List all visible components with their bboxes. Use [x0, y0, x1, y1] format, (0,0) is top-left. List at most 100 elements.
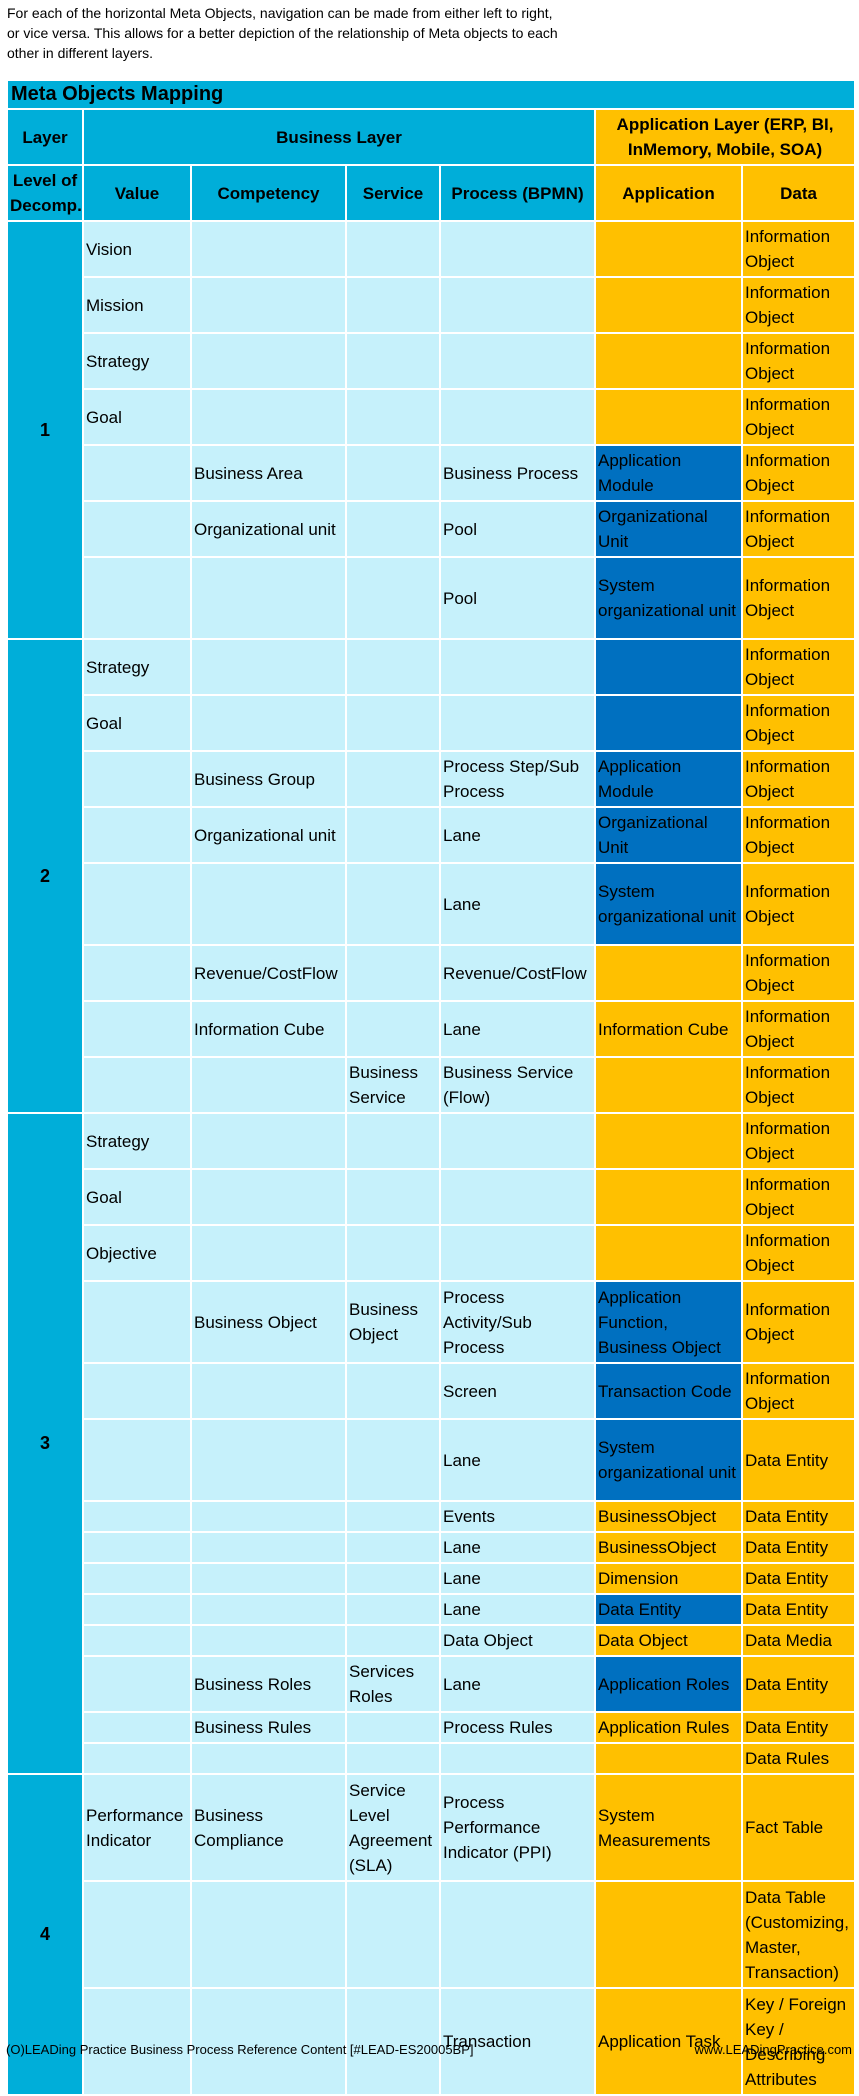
- process-cell: Revenue/CostFlow: [439, 944, 596, 1002]
- application-cell: [594, 694, 743, 752]
- service-cell: [345, 862, 441, 946]
- competency-cell: [190, 1562, 347, 1595]
- application-cell: [594, 388, 743, 446]
- process-cell: Screen: [439, 1362, 596, 1420]
- header-row-layers: Layer Business Layer Application Layer (…: [6, 108, 857, 166]
- meta-objects-table-wrapper: Meta Objects Mapping Layer Business Laye…: [5, 79, 857, 2096]
- competency-cell: [190, 862, 347, 946]
- data-cell: Information Object: [740, 944, 857, 1002]
- value-cell: Goal: [82, 694, 192, 752]
- competency-cell: Business Object: [190, 1280, 347, 1364]
- competency-cell: Business Group: [190, 750, 347, 808]
- table-row: Lane System organizational unit Informatio…: [7, 862, 857, 946]
- service-cell: Services Roles: [345, 1655, 441, 1713]
- service-cell: [345, 388, 441, 446]
- process-cell: [439, 276, 596, 334]
- data-cell: Information Object: [740, 1056, 857, 1114]
- table-row: Business Group Process Step/Sub Process Ap…: [7, 750, 857, 808]
- service-cell: [345, 444, 441, 502]
- data-cell: Information Object: [740, 556, 857, 640]
- competency-cell: [190, 1168, 347, 1226]
- data-cell: Information Object: [740, 444, 857, 502]
- competency-cell: [190, 556, 347, 640]
- process-cell: Business Service (Flow): [439, 1056, 596, 1114]
- process-cell: [439, 638, 596, 696]
- data-cell: Information Object: [740, 806, 857, 864]
- value-cell: [82, 1280, 192, 1364]
- header-application: Application: [594, 164, 743, 222]
- process-cell: [439, 1224, 596, 1282]
- table-row: Business Rules Process Rules Application R…: [7, 1711, 857, 1744]
- application-cell: [594, 332, 743, 390]
- service-cell: [345, 1742, 441, 1775]
- value-cell: [82, 1000, 192, 1058]
- competency-cell: [190, 276, 347, 334]
- data-cell: Data Entity: [740, 1531, 857, 1564]
- process-cell: Process Performance Indicator (PPI): [439, 1773, 596, 1882]
- application-cell: Application Roles: [594, 1655, 743, 1713]
- header-row-columns: Level of Decomp. Value Competency Servic…: [6, 164, 857, 222]
- process-cell: Lane: [439, 1562, 596, 1595]
- value-cell: Objective: [82, 1224, 192, 1282]
- value-cell: Vision: [82, 220, 192, 278]
- application-cell: Application Rules: [594, 1711, 743, 1744]
- table-row: Lane BusinessObject Data Entity: [7, 1531, 857, 1564]
- process-cell: Lane: [439, 1593, 596, 1626]
- data-cell: Information Object: [740, 220, 857, 278]
- data-cell: Information Object: [740, 276, 857, 334]
- table-row: Objective Information Object: [7, 1224, 857, 1282]
- layer-cell: 3: [6, 1112, 84, 1775]
- data-cell: Data Entity: [740, 1562, 857, 1595]
- data-cell: Information Object: [740, 638, 857, 696]
- competency-cell: [190, 1112, 347, 1170]
- service-cell: [345, 1711, 441, 1744]
- competency-cell: Business Roles: [190, 1655, 347, 1713]
- competency-cell: [190, 1531, 347, 1564]
- application-cell: System Measurements: [594, 1773, 743, 1882]
- process-cell: [439, 1742, 596, 1775]
- application-cell: Data Object: [594, 1624, 743, 1657]
- competency-cell: Revenue/CostFlow: [190, 944, 347, 1002]
- service-cell: [345, 1593, 441, 1626]
- header-business-layer: Business Layer: [82, 108, 596, 166]
- data-cell: Information Object: [740, 694, 857, 752]
- process-cell: Events: [439, 1500, 596, 1533]
- service-cell: [345, 694, 441, 752]
- footer: (O)LEADing Practice Business Process Ref…: [6, 2042, 854, 2058]
- table-title: Meta Objects Mapping: [5, 79, 857, 110]
- footer-website-link[interactable]: www.LEADingPractice.com: [694, 2042, 853, 2057]
- value-cell: [82, 1418, 192, 1502]
- application-cell: Data Entity: [594, 1593, 743, 1626]
- data-cell: Information Object: [740, 1280, 857, 1364]
- value-cell: [82, 1362, 192, 1420]
- table-row: 2 Strategy Information Object: [6, 638, 857, 1114]
- application-cell: [594, 1056, 743, 1114]
- value-cell: Mission: [82, 276, 192, 334]
- service-cell: [345, 1624, 441, 1657]
- application-cell: [594, 944, 743, 1002]
- value-cell: [82, 750, 192, 808]
- header-value: Value: [82, 164, 192, 222]
- table-row: Lane Data Entity Data Entity: [7, 1593, 857, 1626]
- competency-cell: Business Area: [190, 444, 347, 502]
- data-cell: Information Object: [740, 862, 857, 946]
- data-cell: Information Object: [740, 500, 857, 558]
- process-cell: Pool: [439, 500, 596, 558]
- competency-cell: [190, 1418, 347, 1502]
- data-cell: Information Object: [740, 1168, 857, 1226]
- competency-cell: [190, 1880, 347, 1989]
- meta-objects-table: Meta Objects Mapping Layer Business Laye…: [5, 79, 857, 2096]
- service-cell: [345, 1880, 441, 1989]
- application-cell: System organizational unit: [594, 1418, 743, 1502]
- process-cell: Lane: [439, 1655, 596, 1713]
- competency-cell: [190, 1224, 347, 1282]
- value-cell: Strategy: [82, 1112, 192, 1170]
- layer-cell: 4: [6, 1773, 84, 2096]
- service-cell: [345, 638, 441, 696]
- process-cell: Lane: [439, 806, 596, 864]
- application-cell: [594, 1742, 743, 1775]
- table-row: Business Service Business Service (Flow) I…: [7, 1056, 857, 1114]
- table-row: Data Table (Customizing, Master, Transac…: [7, 1880, 857, 1989]
- header-process: Process (BPMN): [439, 164, 596, 222]
- data-cell: Data Entity: [740, 1711, 857, 1744]
